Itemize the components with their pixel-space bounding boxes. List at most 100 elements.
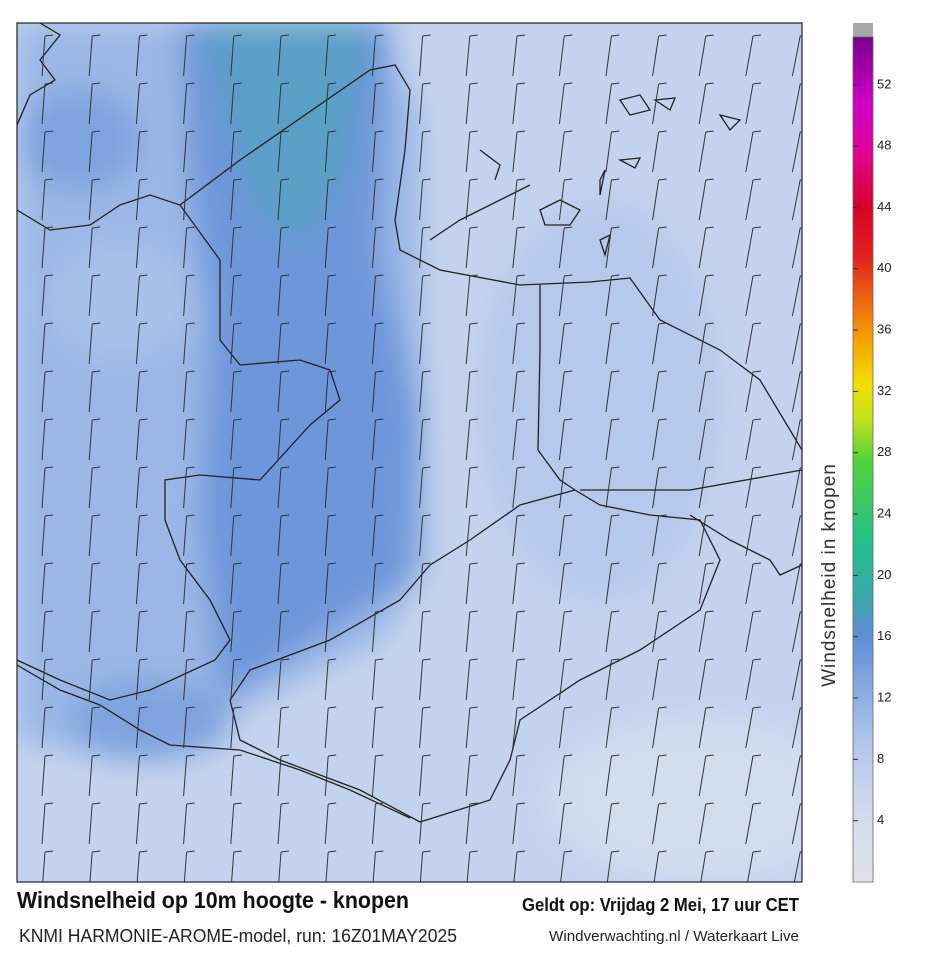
wind-barb	[605, 130, 620, 173]
wind-barb	[230, 322, 242, 365]
wind-barb	[465, 274, 478, 317]
wind-barb	[512, 514, 526, 557]
wind-barb	[512, 706, 526, 749]
wind-barb	[41, 82, 54, 125]
wind-barb	[230, 34, 242, 77]
wind-barb	[277, 370, 290, 413]
wind-barb	[230, 466, 242, 509]
wind-barb	[700, 850, 714, 882]
wind-barb	[324, 706, 337, 749]
wind-barb	[183, 130, 195, 173]
wind-barb	[419, 466, 431, 509]
wind-barb	[698, 130, 714, 173]
colorbar-tick-label: 32	[877, 383, 891, 398]
wind-barb	[419, 178, 431, 221]
wind-barb	[41, 658, 54, 701]
wind-barb	[605, 562, 620, 605]
wind-barb	[230, 610, 242, 653]
wind-barb	[465, 514, 478, 557]
wind-barb	[605, 466, 620, 509]
wind-barb	[419, 658, 431, 701]
wind-barb	[135, 610, 148, 653]
wind-barb	[230, 514, 242, 557]
wind-barb	[512, 610, 526, 653]
wind-barb	[652, 178, 667, 221]
wind-barbs	[41, 34, 802, 882]
wind-barb	[371, 418, 384, 461]
wind-barb	[324, 562, 337, 605]
wind-barb	[419, 706, 431, 749]
wind-barb	[371, 322, 384, 365]
wind-barb	[652, 514, 667, 557]
wind-barb	[371, 370, 384, 413]
wind-barb	[230, 370, 242, 413]
wind-barb	[135, 226, 148, 269]
wind-barb	[371, 274, 384, 317]
wind-barb	[652, 706, 667, 749]
wind-barb	[745, 34, 762, 77]
wind-barb	[41, 802, 54, 845]
wind-barb	[419, 610, 431, 653]
wind-barb	[465, 418, 478, 461]
wind-barb	[88, 370, 101, 413]
wind-barb	[558, 274, 573, 317]
wind-barb	[745, 658, 762, 701]
wind-barb	[183, 274, 195, 317]
wind-barb	[606, 850, 620, 882]
wind-barb	[230, 226, 242, 269]
wind-barb	[465, 370, 478, 413]
wind-barb	[560, 850, 573, 882]
wind-barb	[88, 418, 101, 461]
wind-barb	[512, 562, 526, 605]
wind-barb	[558, 514, 573, 557]
wind-barb	[135, 274, 148, 317]
wind-barb	[41, 34, 54, 77]
source: Windverwachting.nl / Waterkaart Live	[549, 928, 799, 945]
wind-barb	[324, 226, 337, 269]
wind-barb	[372, 850, 384, 882]
wind-barb	[324, 658, 337, 701]
wind-barb	[558, 34, 573, 77]
wind-barb	[41, 370, 54, 413]
wind-barb	[605, 178, 620, 221]
wind-barb	[653, 850, 667, 882]
valid-time: Geldt op: Vrijdag 2 Mei, 17 uur CET	[522, 895, 799, 915]
wind-barb	[513, 850, 526, 882]
colorbar-tick-label: 28	[877, 444, 891, 459]
wind-barb	[324, 418, 337, 461]
wind-barb	[512, 658, 526, 701]
wind-barb	[277, 322, 290, 365]
wind-barb	[419, 754, 431, 797]
wind-barb	[230, 274, 242, 317]
wind-barb	[135, 562, 148, 605]
wind-barb	[183, 610, 195, 653]
wind-barb	[558, 322, 573, 365]
wind-barb	[135, 322, 148, 365]
wind-barb	[371, 562, 384, 605]
wind-barb	[88, 322, 101, 365]
wind-barb	[652, 370, 667, 413]
wind-barb	[465, 466, 478, 509]
wind-barb	[745, 418, 762, 461]
wind-barb	[230, 82, 242, 125]
wind-barb	[183, 754, 195, 797]
wind-barb	[324, 274, 337, 317]
wind-barb	[698, 706, 714, 749]
wind-barb	[277, 226, 290, 269]
wind-barb	[745, 82, 762, 125]
wind-barb	[183, 322, 195, 365]
colorbar-tick-label: 48	[877, 138, 891, 153]
wind-barb	[558, 130, 573, 173]
wind-barb	[88, 82, 101, 125]
wind-barb	[558, 370, 573, 413]
wind-barb	[88, 34, 101, 77]
map	[17, 23, 802, 882]
wind-barb	[419, 802, 431, 845]
wind-barb	[230, 130, 242, 173]
wind-barb	[88, 466, 101, 509]
wind-barb	[605, 82, 620, 125]
wind-barb	[605, 226, 620, 269]
wind-barb	[745, 274, 762, 317]
colorbar-tick-label: 8	[877, 751, 884, 766]
wind-barb	[745, 610, 762, 653]
